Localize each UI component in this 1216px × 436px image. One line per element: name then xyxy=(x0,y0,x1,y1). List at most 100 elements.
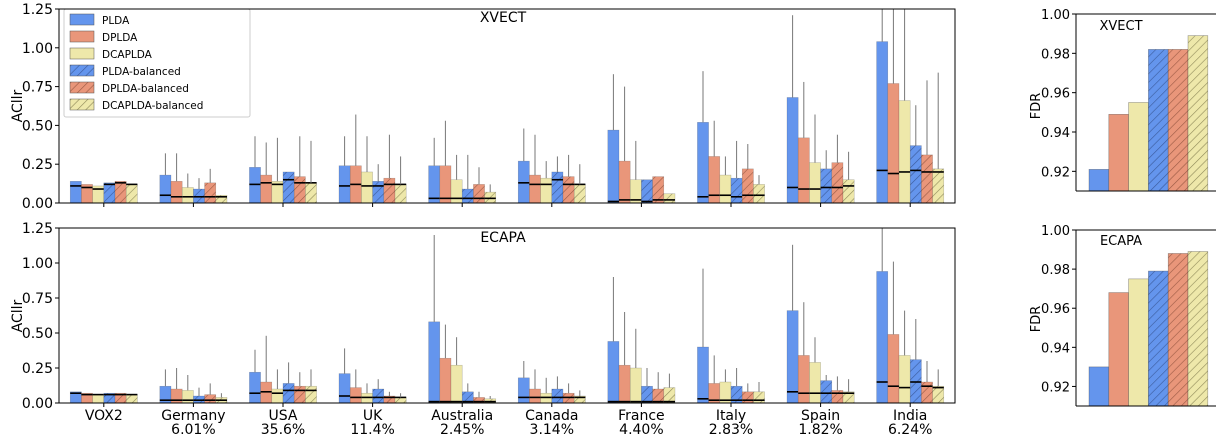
legend-swatch-plda-balanced xyxy=(69,64,95,77)
x-tick-label-canada: Canada xyxy=(525,408,578,424)
bar-dplda-balanced-usa xyxy=(293,385,306,404)
bar-dplda-balanced-uk xyxy=(383,177,396,204)
bar-dplda-balanced-india xyxy=(921,154,933,204)
bar-dcaplda-balanced-canada xyxy=(573,184,586,204)
bar-plda-balanced-france xyxy=(641,179,653,204)
fdr-y-tick-label: 0.92 xyxy=(1041,165,1070,180)
bar-dcaplda-italy xyxy=(719,174,732,204)
bar-dcaplda-balanced-france xyxy=(663,193,676,204)
x-tick-label-france: France xyxy=(618,408,665,424)
bar-dcaplda-balanced-italy xyxy=(753,184,765,204)
bar-dplda-balanced-india xyxy=(921,381,933,404)
bar-dplda-canada xyxy=(529,388,541,404)
xvect-fdr-title: XVECT xyxy=(1099,19,1142,34)
bar-dcaplda-balanced-usa xyxy=(305,385,317,404)
bar-plda-balanced-spain xyxy=(820,380,833,404)
bar-plda-balanced-spain xyxy=(820,168,833,204)
bar-dplda-balanced-germany xyxy=(204,182,217,204)
bar-dplda-france xyxy=(618,160,631,204)
x-tick-label-usa: USA xyxy=(269,408,298,424)
bar-marks xyxy=(69,9,945,204)
bar-dplda-balanced-italy xyxy=(741,168,754,204)
bar-dcaplda-spain xyxy=(809,362,821,404)
bar-plda-balanced-uk xyxy=(372,181,385,204)
ecapa-fdr-title: ECAPA xyxy=(1100,234,1142,249)
y-tick-label: 1.00 xyxy=(22,256,53,272)
legend-label-dcaplda-balanced: DCAPLDA-balanced xyxy=(102,100,203,112)
bar-dcaplda-australia xyxy=(450,364,463,404)
bar-plda-france xyxy=(607,129,620,204)
bar-plda-balanced-canada xyxy=(551,171,564,204)
fdr-y-tick-label: 0.94 xyxy=(1041,126,1070,141)
bar-dplda-australia xyxy=(439,357,452,404)
fdr-y-tick-label: 0.96 xyxy=(1041,87,1070,102)
bar-dcaplda-usa xyxy=(271,388,284,404)
bar-dcaplda-uk xyxy=(361,171,373,204)
xvect-ylabel: ACllr xyxy=(10,89,26,122)
x-tick-sublabel-uk: 11.4% xyxy=(350,422,394,436)
y-tick-label: 0.50 xyxy=(22,118,53,134)
bar-plda-india xyxy=(876,271,889,404)
bar-plda-balanced-france xyxy=(641,385,653,404)
x-tick-sublabel-spain: 1.82% xyxy=(798,422,842,436)
y-tick-label: 0.75 xyxy=(22,291,53,307)
legend-swatch-dcaplda-balanced xyxy=(69,98,95,111)
bar-plda-vox2 xyxy=(69,181,82,204)
bar-dcaplda-india xyxy=(898,100,911,204)
bar-plda-balanced-uk xyxy=(372,388,385,404)
plot-frame xyxy=(58,8,956,204)
bar-dplda-india xyxy=(887,83,900,204)
x-tick-sublabel-usa: 35.6% xyxy=(261,422,305,436)
bar-dplda-india xyxy=(887,334,900,404)
fdr-bar-dcaplda-balanced xyxy=(1187,251,1209,407)
y-tick-label: 0.25 xyxy=(22,157,53,173)
bar-dplda-balanced-usa xyxy=(293,176,306,204)
fdr-bar-dplda-balanced xyxy=(1167,49,1189,192)
bar-dplda-balanced-italy xyxy=(741,391,754,404)
fdr-y-tick-label: 0.98 xyxy=(1041,263,1070,278)
legend-label-plda: PLDA xyxy=(102,15,130,27)
bar-dplda-balanced-australia xyxy=(473,184,485,204)
bar-dplda-balanced-germany xyxy=(204,394,217,404)
y-tick-label: 0.00 xyxy=(22,196,53,212)
bar-dcaplda-balanced-india xyxy=(932,385,945,404)
y-tick-label: 0.75 xyxy=(22,80,53,96)
bar-plda-balanced-canada xyxy=(551,388,564,404)
bar-plda-canada xyxy=(517,377,530,404)
fdr-bar-dcaplda xyxy=(1128,102,1149,192)
ecapa-title: ECAPA xyxy=(480,230,526,246)
legend: PLDA DPLDA DCAPLDA PLDA-balanced DPLDA-b… xyxy=(63,8,251,118)
x-tick-label-australia: Australia xyxy=(431,408,493,424)
x-tick-label-spain: Spain xyxy=(801,408,840,424)
fdr-bar-plda-balanced xyxy=(1148,49,1169,192)
xvect-fdr-ylabel: FDR xyxy=(1029,93,1044,120)
fdr-bar-dplda xyxy=(1108,292,1129,407)
bar-dcaplda-australia xyxy=(450,179,463,204)
x-tick-label-uk: UK xyxy=(363,408,383,424)
x-tick-label-india: India xyxy=(893,408,927,424)
fdr-bar-plda xyxy=(1088,169,1110,192)
fdr-bar-dplda xyxy=(1108,114,1129,192)
x-tick-sublabel-germany: 6.01% xyxy=(171,422,215,436)
bar-dplda-uk xyxy=(349,387,362,404)
bar-dplda-balanced-france xyxy=(652,176,665,204)
fdr-bar-dcaplda-balanced xyxy=(1187,35,1209,192)
plot-frame xyxy=(58,227,956,404)
xvect-fdr-panel: XVECT FDR 0.92 0.94 0.96 0.98 1.00 xyxy=(1029,8,1216,192)
bar-dcaplda-canada xyxy=(540,177,553,204)
bar-plda-balanced-vox2 xyxy=(103,182,116,204)
bar-dcaplda-germany xyxy=(181,390,194,404)
fdr-bar-marks xyxy=(1088,35,1209,192)
bar-dplda-spain xyxy=(797,355,810,404)
bar-dcaplda-balanced-india xyxy=(932,168,945,204)
x-tick-sublabel-france: 4.40% xyxy=(619,422,663,436)
bar-plda-france xyxy=(607,341,620,404)
bar-dcaplda-balanced-france xyxy=(663,387,676,404)
y-tick-label: 1.25 xyxy=(22,221,53,237)
legend-label-dplda-balanced: DPLDA-balanced xyxy=(102,83,189,95)
x-tick-sublabel-canada: 3.14% xyxy=(530,422,574,436)
bar-plda-balanced-italy xyxy=(730,177,743,204)
bar-dcaplda-germany xyxy=(181,187,194,204)
x-tick-sublabel-india: 6.24% xyxy=(888,422,932,436)
